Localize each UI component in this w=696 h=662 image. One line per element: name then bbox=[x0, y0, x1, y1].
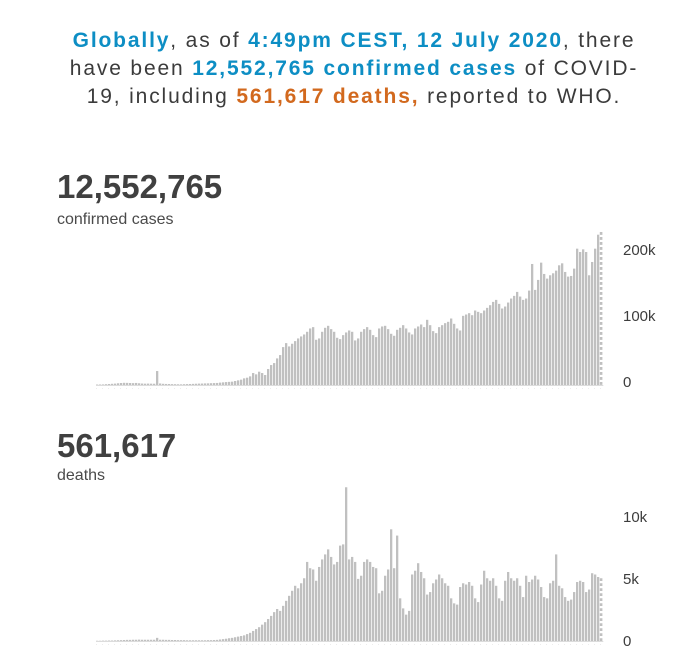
svg-text:0: 0 bbox=[623, 374, 631, 391]
svg-text:0: 0 bbox=[623, 633, 631, 650]
svg-text:100k: 100k bbox=[623, 308, 656, 325]
svg-text:10k: 10k bbox=[623, 509, 648, 526]
svg-text:200k: 200k bbox=[623, 242, 656, 259]
svg-text:5k: 5k bbox=[623, 571, 639, 588]
